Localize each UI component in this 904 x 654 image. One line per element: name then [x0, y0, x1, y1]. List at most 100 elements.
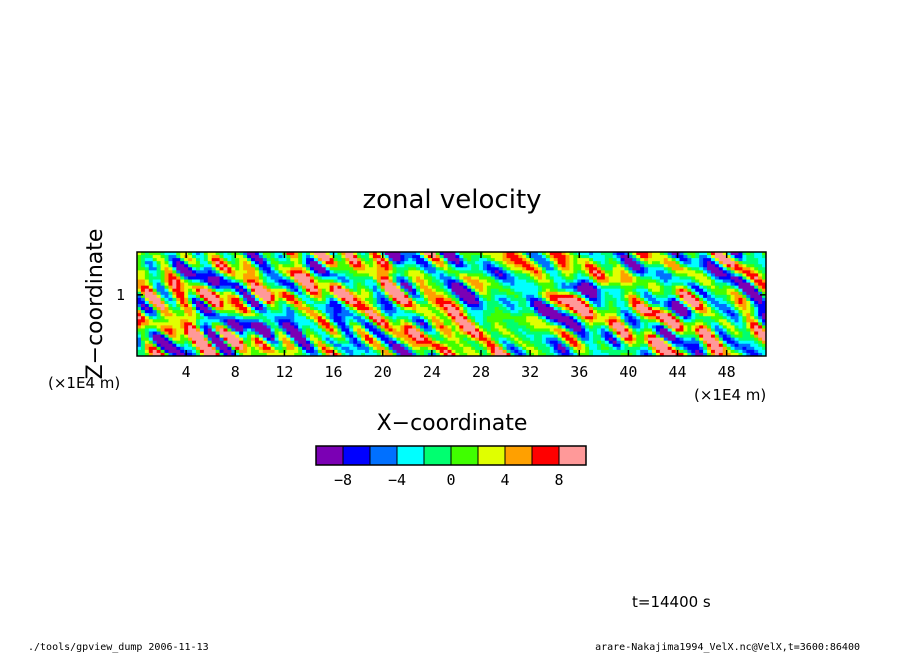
field-cell [266, 304, 272, 308]
field-cell [526, 307, 531, 311]
field-cell [427, 334, 433, 339]
field-cell [734, 288, 739, 293]
field-cell [600, 340, 606, 345]
field-cell [707, 316, 712, 320]
field-cell [722, 294, 728, 299]
field-cell [427, 337, 433, 342]
field-cell [482, 334, 488, 339]
field-cell [632, 264, 637, 268]
field-cell [227, 334, 232, 339]
field-cell [152, 279, 158, 284]
field-cell [722, 313, 728, 317]
field-cell [565, 285, 570, 290]
field-cell [746, 316, 751, 320]
field-cell [156, 273, 162, 277]
field-cell [467, 264, 472, 268]
field-cell [325, 267, 331, 271]
field-cell [553, 322, 559, 326]
field-cell [616, 325, 622, 329]
field-cell [286, 319, 291, 323]
field-cell [632, 313, 637, 317]
field-cell [648, 337, 653, 342]
field-cell [388, 267, 394, 271]
field-cell [215, 279, 221, 284]
field-cell [278, 331, 283, 336]
field-cell [427, 270, 433, 274]
field-cell [655, 294, 661, 299]
field-cell [581, 267, 586, 271]
field-cell [502, 273, 508, 277]
field-cell [286, 255, 291, 259]
field-cell [447, 276, 452, 281]
field-cell [746, 291, 751, 296]
field-cell [211, 307, 217, 311]
field-cell [557, 300, 563, 305]
field-cell [667, 316, 673, 320]
field-cell [522, 270, 527, 274]
field-cell [258, 291, 264, 296]
field-cell [663, 276, 669, 281]
field-cell [227, 261, 232, 265]
field-cell [215, 261, 221, 265]
field-cell [298, 319, 303, 323]
field-cell [176, 325, 181, 329]
field-cell [408, 340, 413, 345]
field-cell [404, 334, 409, 339]
field-cell [384, 325, 390, 329]
field-cell [573, 310, 578, 314]
field-cell [569, 310, 574, 314]
field-cell [294, 300, 299, 305]
field-cell [239, 264, 244, 268]
field-cell [506, 258, 511, 262]
field-cell [608, 343, 614, 348]
field-cell [361, 288, 366, 293]
field-cell [467, 331, 472, 336]
field-cell [707, 325, 712, 329]
field-cell [746, 264, 751, 268]
field-cell [651, 307, 657, 311]
field-cell [589, 300, 594, 305]
field-cell [659, 288, 665, 293]
field-cell [608, 331, 614, 336]
field-cell [262, 252, 268, 256]
field-cell [451, 261, 456, 265]
field-cell [286, 288, 291, 293]
field-cell [608, 300, 614, 305]
field-cell [164, 304, 169, 308]
field-cell [329, 273, 335, 277]
field-cell [361, 331, 366, 336]
field-cell [714, 300, 720, 305]
field-cell [294, 334, 299, 339]
field-cell [593, 322, 598, 326]
field-cell [569, 334, 574, 339]
field-cell [235, 270, 240, 274]
field-cell [518, 258, 523, 262]
field-cell [707, 313, 712, 317]
field-cell [628, 267, 633, 271]
field-cell [298, 261, 303, 265]
field-cell [510, 343, 515, 348]
field-cell [608, 319, 614, 323]
field-cell [144, 288, 150, 293]
field-cell [699, 267, 704, 271]
field-cell [754, 264, 759, 268]
field-cell [522, 307, 527, 311]
field-cell [207, 300, 213, 305]
field-cell [215, 331, 221, 336]
field-cell [274, 325, 280, 329]
field-cell [699, 294, 704, 299]
field-cell [164, 282, 169, 287]
field-cell [730, 252, 736, 256]
field-cell [569, 273, 574, 277]
field-cell [345, 325, 350, 329]
field-cell [140, 319, 146, 323]
field-cell [329, 325, 335, 329]
field-cell [325, 279, 331, 284]
field-cell [600, 288, 606, 293]
field-cell [164, 307, 169, 311]
field-cell [561, 264, 567, 268]
field-cell [644, 304, 649, 308]
field-cell [140, 252, 146, 256]
field-cell [581, 307, 586, 311]
field-cell [506, 319, 511, 323]
